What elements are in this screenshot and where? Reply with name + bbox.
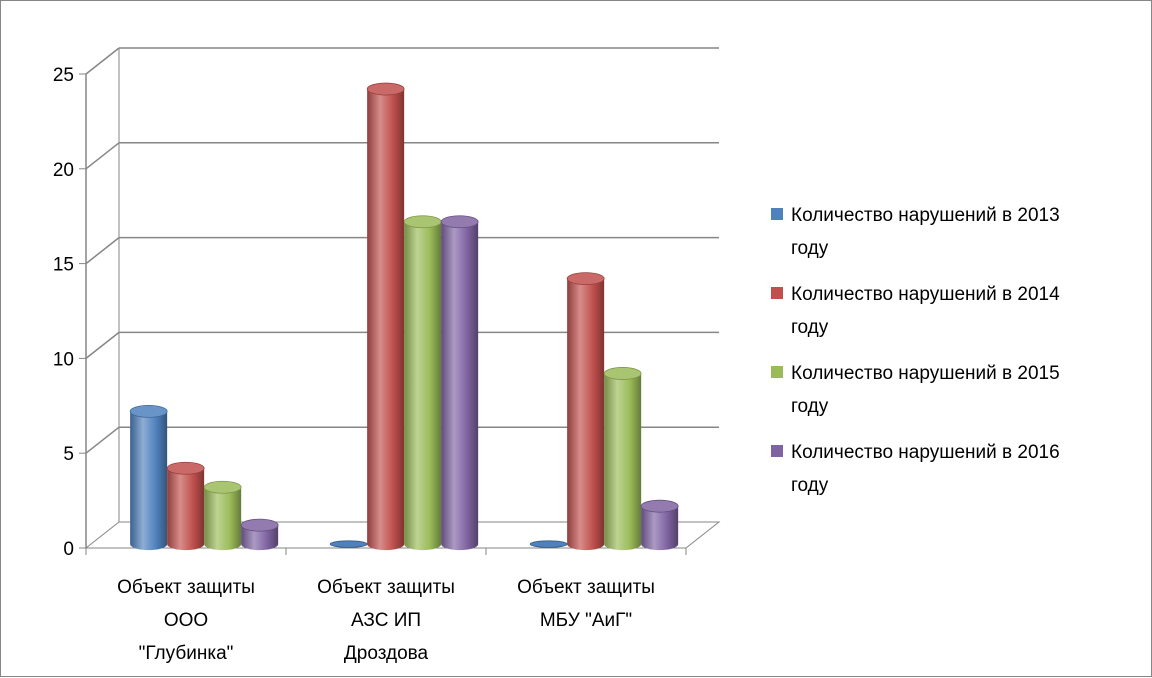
gridline-side [86, 332, 119, 358]
legend-label: году [791, 475, 829, 496]
bar-top [204, 481, 241, 493]
gridline-side [86, 143, 119, 169]
bar-body [604, 373, 641, 550]
category-label: АЗС ИП [351, 610, 421, 631]
legend-label: году [791, 317, 829, 338]
legend-swatch [771, 366, 783, 378]
y-tick-label: 10 [53, 349, 74, 370]
category-label: ООО [164, 610, 208, 631]
bar-body [130, 411, 167, 550]
legend-entry: Количество нарушений в 2015 году [771, 363, 1060, 417]
bar-body [641, 506, 678, 550]
bar-body [167, 468, 204, 550]
bar [641, 500, 678, 550]
bar-top [130, 405, 167, 417]
bar [567, 273, 604, 550]
bar-top [604, 367, 641, 379]
gridline-side [86, 427, 119, 453]
bar-body [441, 222, 478, 550]
bar-top [241, 519, 278, 531]
legend-label: году [791, 396, 829, 417]
category-label: Объект защиты [517, 577, 655, 598]
bar-top [367, 83, 404, 95]
legend-label: Количество нарушений в 2013 [791, 205, 1060, 226]
legend-label: Количество нарушений в 2014 [791, 284, 1060, 305]
bar-body [567, 279, 604, 550]
y-tick-label: 5 [63, 444, 74, 465]
y-tick-label: 0 [63, 539, 74, 560]
y-tick-label: 20 [53, 160, 74, 181]
gridline-side [86, 238, 119, 264]
category-labels: Объект защиты ООО "Глубинка" Объект защиты А… [117, 577, 655, 664]
bar-body [204, 487, 241, 550]
bar [404, 216, 441, 550]
bar [241, 519, 278, 550]
legend-swatch [771, 208, 783, 220]
bar [604, 367, 641, 550]
bar [530, 541, 567, 548]
bar [367, 83, 404, 550]
bar-body [367, 89, 404, 550]
legend-entry: Количество нарушений в 2013 году [771, 205, 1060, 259]
bar [167, 462, 204, 550]
legend-entry: Количество нарушений в 2014 году [771, 284, 1060, 338]
bar-body [404, 222, 441, 550]
bar [204, 481, 241, 550]
y-tick-labels: 0 5 10 15 20 25 [53, 65, 74, 560]
legend-swatch [771, 287, 783, 299]
category-label: "Глубинка" [139, 643, 234, 664]
category-label: Объект защиты [317, 577, 455, 598]
bars [130, 83, 678, 550]
legend-label: году [791, 238, 829, 259]
bar-top [404, 216, 441, 228]
legend: Количество нарушений в 2013годуКоличеств… [771, 205, 1060, 496]
bar-top [330, 541, 367, 548]
bar-top [567, 273, 604, 285]
bar-top [167, 462, 204, 474]
bar-top [530, 541, 567, 548]
category-label: Объект защиты [117, 577, 255, 598]
bar [441, 216, 478, 550]
bar [330, 541, 367, 548]
y-tick-label: 25 [53, 65, 74, 86]
bar-top [641, 500, 678, 512]
gridline-side [86, 48, 119, 74]
legend-entry: Количество нарушений в 2016 году [771, 442, 1060, 496]
category-label: МБУ "АиГ" [540, 610, 632, 631]
legend-label: Количество нарушений в 2015 [791, 363, 1060, 384]
bar [130, 405, 167, 550]
legend-label: Количество нарушений в 2016 [791, 442, 1060, 463]
legend-swatch [771, 445, 783, 457]
bar-top [441, 216, 478, 228]
category-label: Дроздова [344, 643, 429, 664]
y-tick-label: 15 [53, 255, 74, 276]
